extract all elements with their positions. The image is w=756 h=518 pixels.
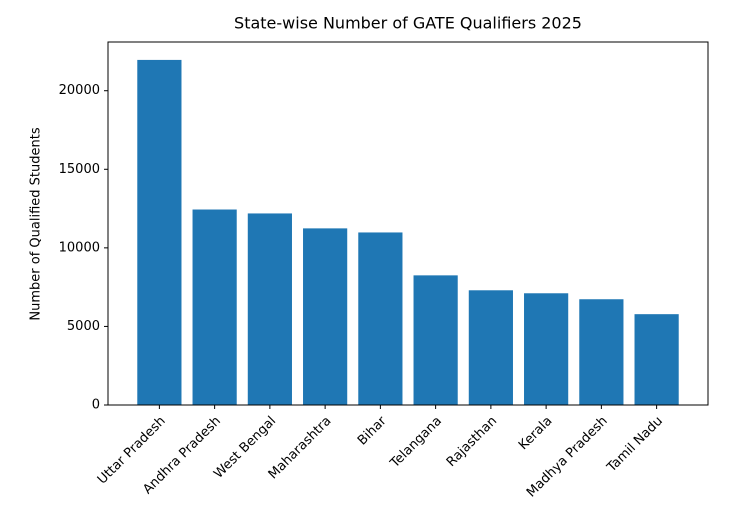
bar	[358, 232, 403, 405]
x-tick-label: Tamil Nadu	[604, 414, 666, 476]
y-tick-label: 0	[92, 398, 100, 413]
y-tick-label: 15000	[59, 162, 100, 177]
x-tick-label: Rajasthan	[444, 414, 500, 470]
y-axis-label: Number of Qualified Students	[29, 127, 44, 320]
bar	[303, 228, 348, 405]
bar	[192, 209, 237, 405]
y-tick-label: 5000	[67, 319, 100, 334]
bar	[634, 314, 679, 405]
x-tick-label: Bihar	[355, 413, 390, 448]
x-tick-label: Telangana	[387, 414, 445, 472]
bar	[524, 293, 569, 405]
bar	[413, 275, 458, 405]
x-tick-label: Kerala	[516, 414, 555, 453]
bar	[247, 213, 292, 405]
bar	[579, 299, 624, 405]
plot-frame	[107, 41, 709, 406]
bar	[137, 59, 182, 406]
chart-title: State-wise Number of GATE Qualifiers 202…	[234, 14, 582, 33]
y-tick-label: 20000	[59, 83, 100, 98]
y-tick-label: 10000	[59, 240, 100, 255]
bar	[468, 290, 513, 405]
